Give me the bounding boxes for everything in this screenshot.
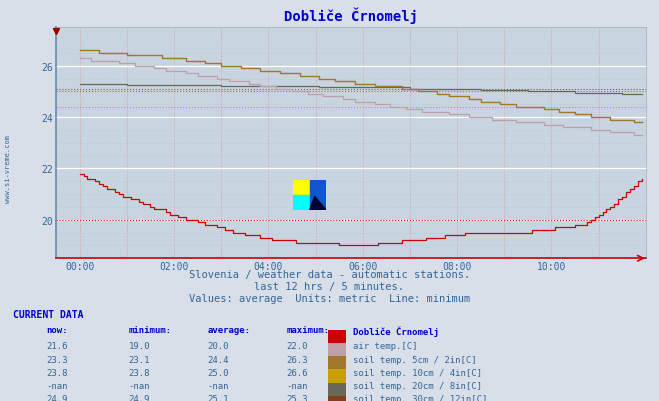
Text: minimum:: minimum: xyxy=(129,326,171,334)
Text: soil temp. 10cm / 4in[C]: soil temp. 10cm / 4in[C] xyxy=(353,368,482,377)
Title: Dobliče Črnomelj: Dobliče Črnomelj xyxy=(284,8,418,24)
Text: Slovenia / weather data - automatic stations.: Slovenia / weather data - automatic stat… xyxy=(189,269,470,279)
Text: 21.6: 21.6 xyxy=(46,342,68,350)
Bar xyxy=(328,383,346,398)
Text: soil temp. 5cm / 2in[C]: soil temp. 5cm / 2in[C] xyxy=(353,355,476,364)
Bar xyxy=(328,396,346,401)
Text: 24.4: 24.4 xyxy=(208,355,229,364)
Text: 26.3: 26.3 xyxy=(287,355,308,364)
Text: -nan: -nan xyxy=(287,381,308,390)
Text: air temp.[C]: air temp.[C] xyxy=(353,342,417,350)
Bar xyxy=(328,356,346,371)
Text: soil temp. 20cm / 8in[C]: soil temp. 20cm / 8in[C] xyxy=(353,381,482,390)
Text: CURRENT DATA: CURRENT DATA xyxy=(13,310,84,320)
Text: Dobliče Črnomelj: Dobliče Črnomelj xyxy=(353,326,439,336)
Text: last 12 hrs / 5 minutes.: last 12 hrs / 5 minutes. xyxy=(254,282,405,292)
Text: www.si-vreme.com: www.si-vreme.com xyxy=(5,134,11,203)
Text: 25.3: 25.3 xyxy=(287,395,308,401)
Text: Values: average  Units: metric  Line: minimum: Values: average Units: metric Line: mini… xyxy=(189,294,470,304)
Bar xyxy=(328,369,346,385)
Text: 26.6: 26.6 xyxy=(287,368,308,377)
Bar xyxy=(328,343,346,358)
Text: soil temp. 30cm / 12in[C]: soil temp. 30cm / 12in[C] xyxy=(353,395,487,401)
Text: average:: average: xyxy=(208,326,250,334)
Bar xyxy=(293,196,310,211)
Bar xyxy=(293,180,310,196)
Text: maximum:: maximum: xyxy=(287,326,330,334)
Text: -nan: -nan xyxy=(129,381,150,390)
Text: 19.0: 19.0 xyxy=(129,342,150,350)
Bar xyxy=(328,330,346,345)
Text: 22.0: 22.0 xyxy=(287,342,308,350)
Text: 23.1: 23.1 xyxy=(129,355,150,364)
Text: 24.9: 24.9 xyxy=(46,395,68,401)
Text: now:: now: xyxy=(46,326,68,334)
Text: 23.8: 23.8 xyxy=(129,368,150,377)
Text: 25.1: 25.1 xyxy=(208,395,229,401)
Text: 25.0: 25.0 xyxy=(208,368,229,377)
Text: 24.9: 24.9 xyxy=(129,395,150,401)
Text: 23.8: 23.8 xyxy=(46,368,68,377)
Text: 23.3: 23.3 xyxy=(46,355,68,364)
Polygon shape xyxy=(310,180,326,211)
Text: 20.0: 20.0 xyxy=(208,342,229,350)
Polygon shape xyxy=(310,197,326,211)
Text: -nan: -nan xyxy=(208,381,229,390)
Text: -nan: -nan xyxy=(46,381,68,390)
